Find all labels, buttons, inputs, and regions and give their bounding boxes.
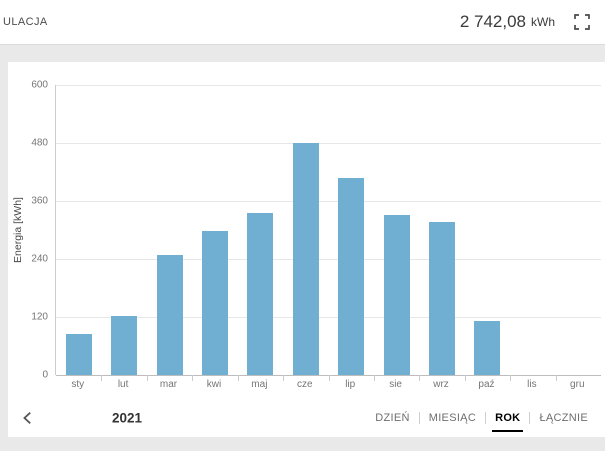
fullscreen-button[interactable] (571, 11, 593, 33)
x-axis-tick (555, 375, 557, 381)
gridline-600 (56, 85, 601, 86)
x-label-lip: lip (345, 379, 356, 390)
total-energy-value: 2 742,08 (459, 12, 526, 31)
gridline-480 (56, 143, 601, 144)
tab-separator (418, 412, 420, 424)
y-tick-label-360: 360 (31, 195, 48, 207)
chevron-left-icon (23, 412, 31, 424)
y-tick-label-240: 240 (31, 253, 48, 265)
bar-mar[interactable] (156, 255, 183, 375)
tab-rok[interactable]: ROK (486, 412, 529, 432)
x-axis-tick (373, 375, 375, 381)
fullscreen-expand-icon (574, 14, 590, 30)
tab-miesiac[interactable]: MIESIĄC (428, 412, 477, 424)
x-label-lis: lis (527, 379, 537, 390)
x-label-sie: sie (389, 379, 402, 390)
header-bar: ULACJA 2 742,08 kWh (0, 0, 605, 45)
period-tabs: DZIEŃ MIESIĄC ROK ŁĄCZNIE (366, 403, 597, 433)
x-label-gru: gru (570, 379, 585, 390)
x-label-paź: paź (478, 379, 495, 390)
x-axis-tick (192, 375, 194, 381)
bar-lut[interactable] (111, 316, 138, 375)
bar-sie[interactable] (383, 214, 410, 375)
gridline-360 (56, 201, 601, 202)
bar-lip[interactable] (338, 177, 365, 375)
x-label-kwi: kwi (206, 379, 222, 390)
gridline-120 (56, 317, 601, 318)
chart-card: Energia [kWh] 0 120 240 360 480 600 sty lut mar… (8, 62, 605, 437)
gridline-240 (56, 259, 601, 260)
bar-kwi[interactable] (201, 231, 228, 375)
x-label-lut: lut (117, 379, 129, 390)
y-tick-label-600: 600 (31, 79, 48, 91)
bar-cze[interactable] (292, 143, 319, 375)
y-tick-label-120: 120 (31, 311, 48, 323)
tab-separator (529, 412, 531, 424)
footer-bar: 2021 DZIEŃ MIESIĄC ROK ŁĄCZNIE (8, 403, 605, 433)
y-tick-label-0: 0 (42, 369, 48, 381)
tab-dzien[interactable]: DZIEŃ (375, 412, 410, 424)
header-total: 2 742,08 kWh (460, 11, 605, 33)
plot-area (55, 85, 601, 381)
total-energy-unit: kWh (531, 15, 555, 29)
x-label-cze: cze (297, 379, 313, 390)
x-axis-tick (419, 375, 421, 381)
x-axis-tick (237, 375, 239, 381)
bar-wrz[interactable] (429, 222, 456, 375)
year-label: 2021 (112, 410, 143, 426)
bar-paź[interactable] (474, 320, 501, 375)
tab-lacznie[interactable]: ŁĄCZNIE (539, 412, 588, 424)
previous-year-button[interactable] (18, 408, 38, 428)
page-title: ULACJA (3, 16, 48, 28)
x-axis-tick (283, 375, 285, 381)
x-axis-tick (101, 375, 103, 381)
y-axis-ticks: 0 120 240 360 480 600 (8, 80, 48, 381)
bar-maj[interactable] (247, 212, 274, 375)
x-label-maj: maj (251, 379, 268, 390)
x-axis-tick (510, 375, 512, 381)
x-label-mar: mar (159, 379, 178, 390)
x-axis-tick (328, 375, 330, 381)
x-axis-tick (146, 375, 148, 381)
x-label-sty: sty (71, 379, 85, 390)
tab-separator (485, 412, 487, 424)
bar-sty[interactable] (65, 333, 92, 375)
x-axis-labels: sty lut mar kwi maj cze lip sie wrz paź lis gru (55, 379, 600, 393)
y-tick-label-480: 480 (31, 137, 48, 149)
x-label-wrz: wrz (433, 379, 449, 390)
x-axis-tick (464, 375, 466, 381)
